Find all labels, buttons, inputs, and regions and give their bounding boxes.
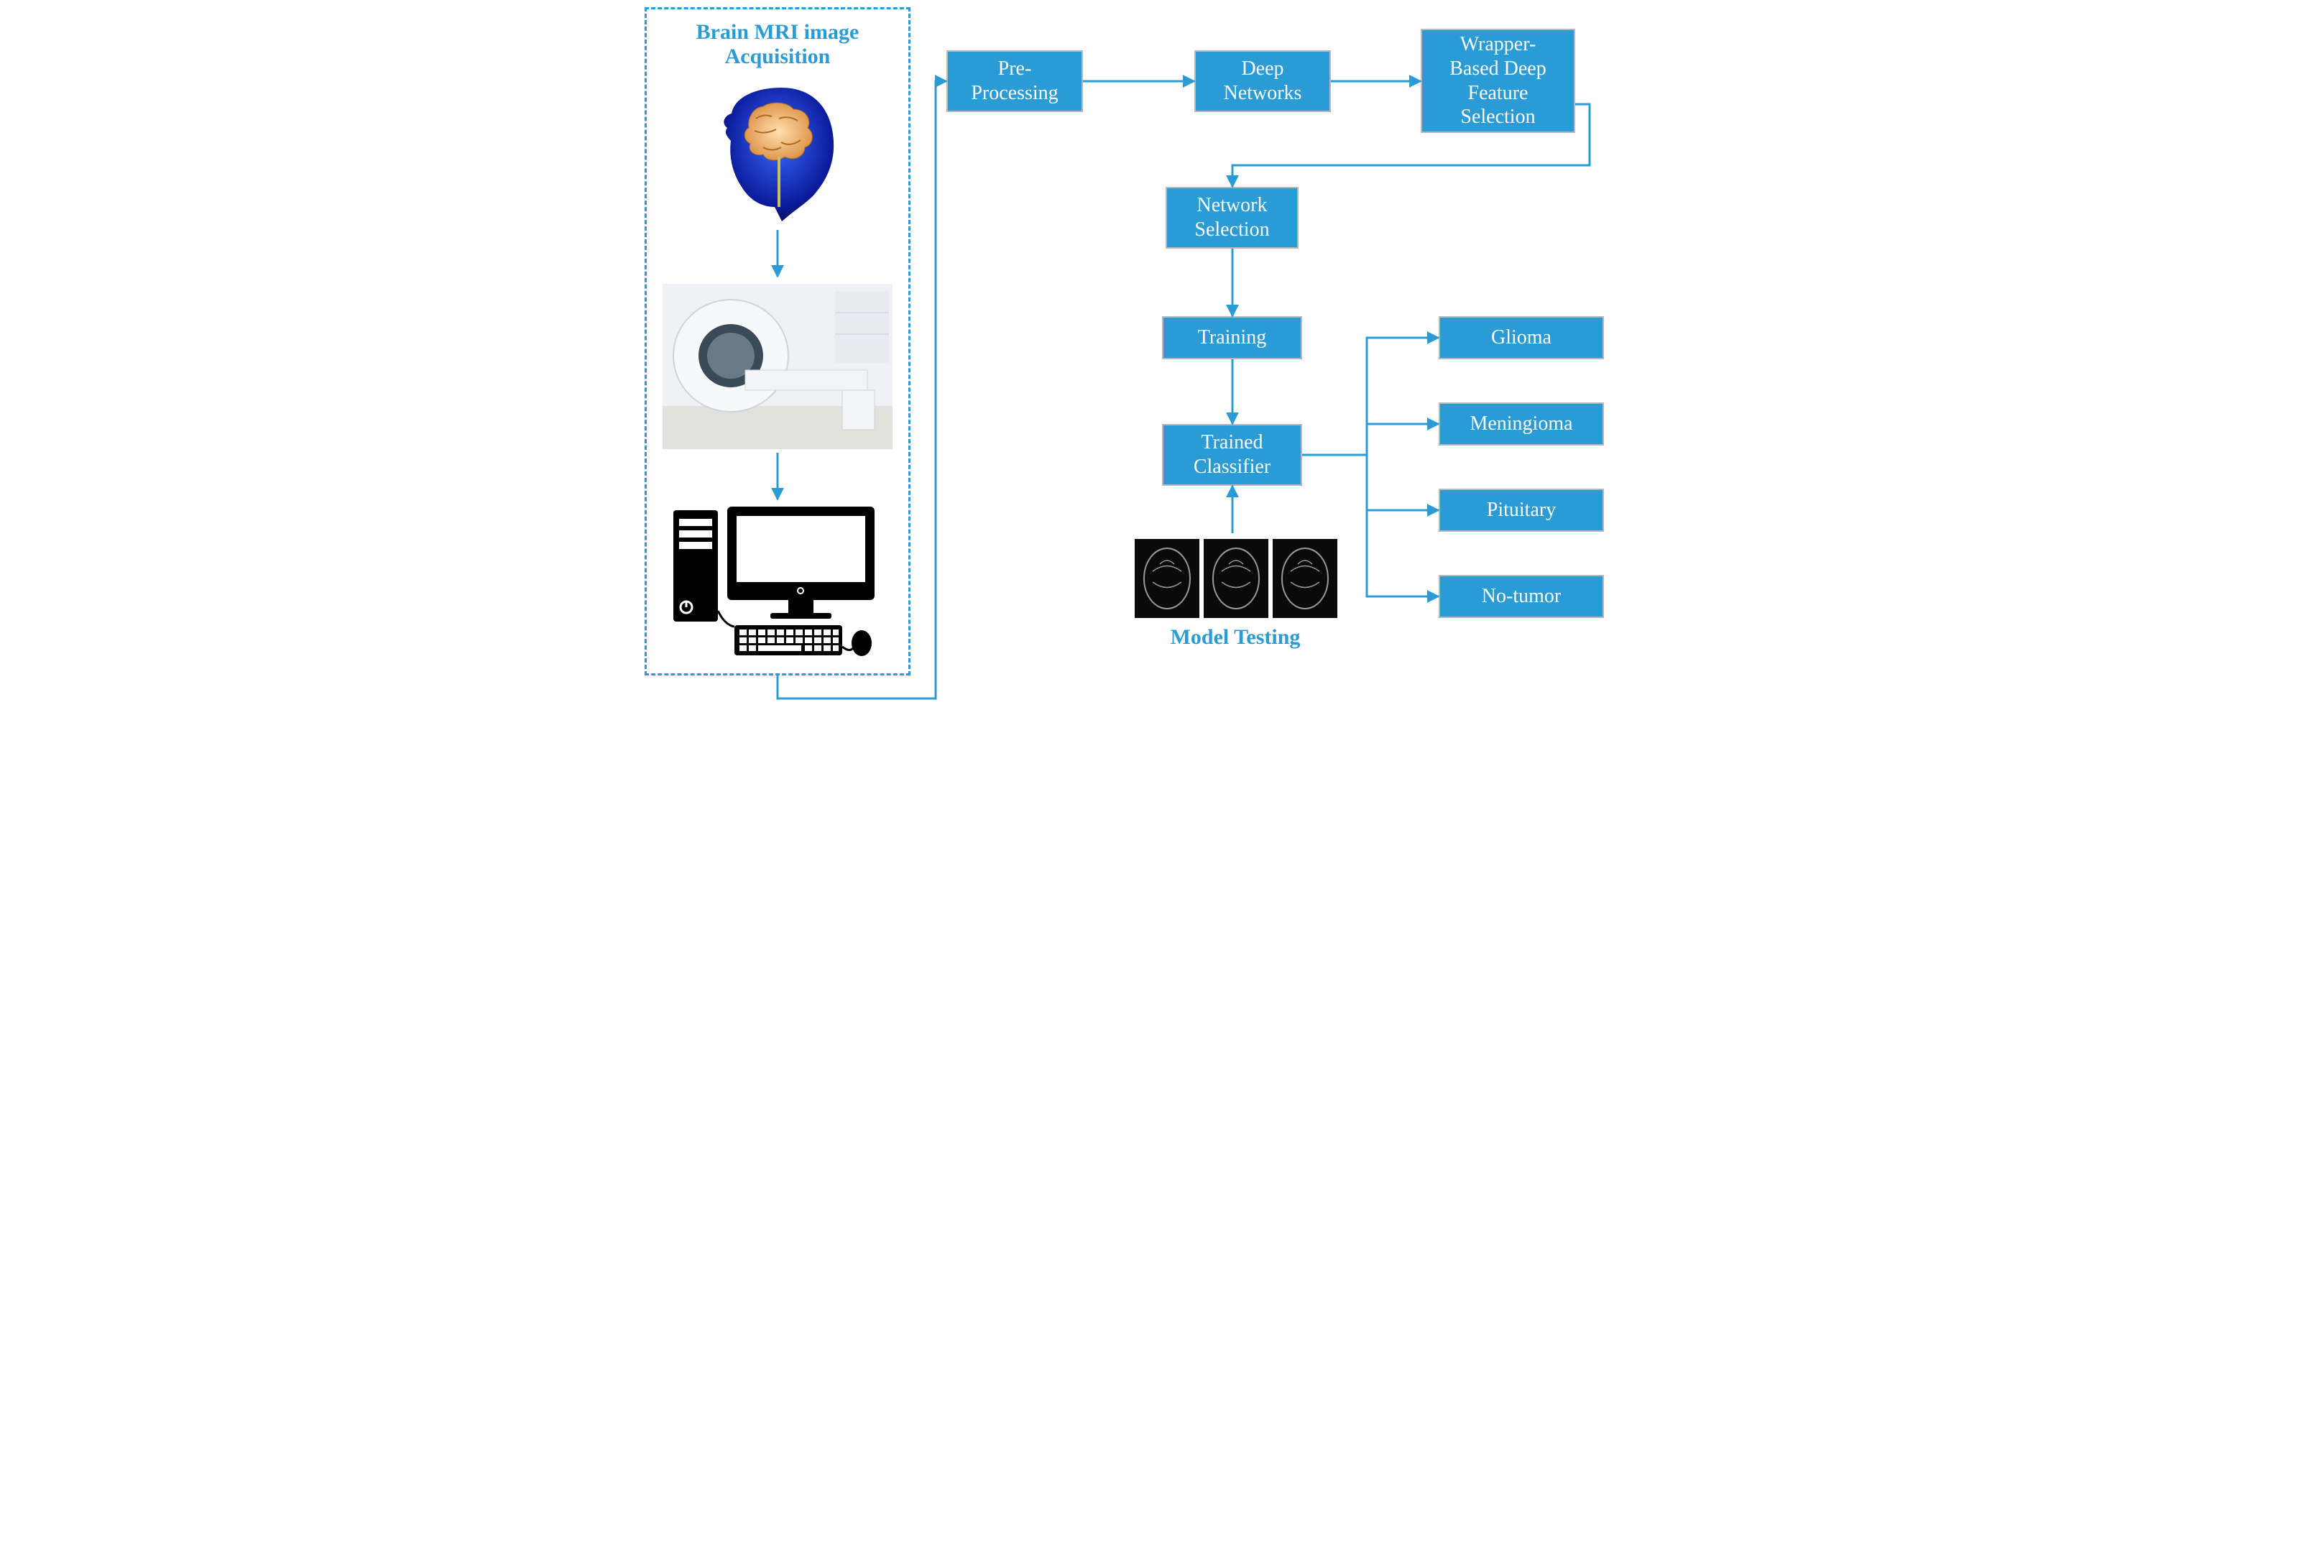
box-label: NetworkSelection — [1194, 193, 1269, 241]
output-pituitary-box: Pituitary — [1439, 489, 1604, 532]
mri-scan-tile — [1204, 539, 1268, 618]
box-label: Training — [1198, 326, 1266, 350]
box-label: Pituitary — [1487, 498, 1556, 522]
box-label: TrainedClassifier — [1194, 430, 1271, 479]
mri-machine-icon — [663, 284, 893, 449]
mri-scan-tile — [1273, 539, 1337, 618]
acquisition-title-line2: Acquisition — [725, 45, 831, 68]
arrow-branch-to-pituitary — [1367, 455, 1439, 510]
wrapper-feature-selection-box: Wrapper-Based DeepFeatureSelection — [1421, 29, 1575, 133]
brain-head-icon — [713, 79, 842, 223]
box-label: DeepNetworks — [1224, 57, 1302, 105]
mri-scan-strip — [1135, 539, 1337, 622]
acquisition-title: Brain MRI image Acquisition — [645, 20, 910, 69]
model-testing-label: Model Testing — [1135, 625, 1336, 650]
arrow-branch-to-mening — [1367, 424, 1439, 455]
arrow-branch-to-notumor — [1367, 455, 1439, 596]
output-notumor-box: No-tumor — [1439, 575, 1604, 618]
output-glioma-box: Glioma — [1439, 316, 1604, 359]
computer-icon — [673, 503, 882, 661]
arrow-branch-to-glioma — [1367, 338, 1439, 455]
deep-networks-box: DeepNetworks — [1194, 50, 1331, 112]
mri-scan-tile — [1135, 539, 1199, 618]
box-label: Glioma — [1491, 326, 1551, 350]
acquisition-title-line1: Brain MRI image — [696, 20, 859, 44]
trained-classifier-box: TrainedClassifier — [1162, 424, 1302, 486]
box-label: Wrapper-Based DeepFeatureSelection — [1449, 32, 1546, 129]
box-label: Pre-Processing — [971, 57, 1058, 105]
box-label: Meningioma — [1470, 412, 1572, 436]
box-label: No-tumor — [1482, 584, 1561, 609]
training-box: Training — [1162, 316, 1302, 359]
preprocessing-box: Pre-Processing — [946, 50, 1083, 112]
output-meningioma-box: Meningioma — [1439, 402, 1604, 446]
network-selection-box: NetworkSelection — [1166, 187, 1299, 249]
